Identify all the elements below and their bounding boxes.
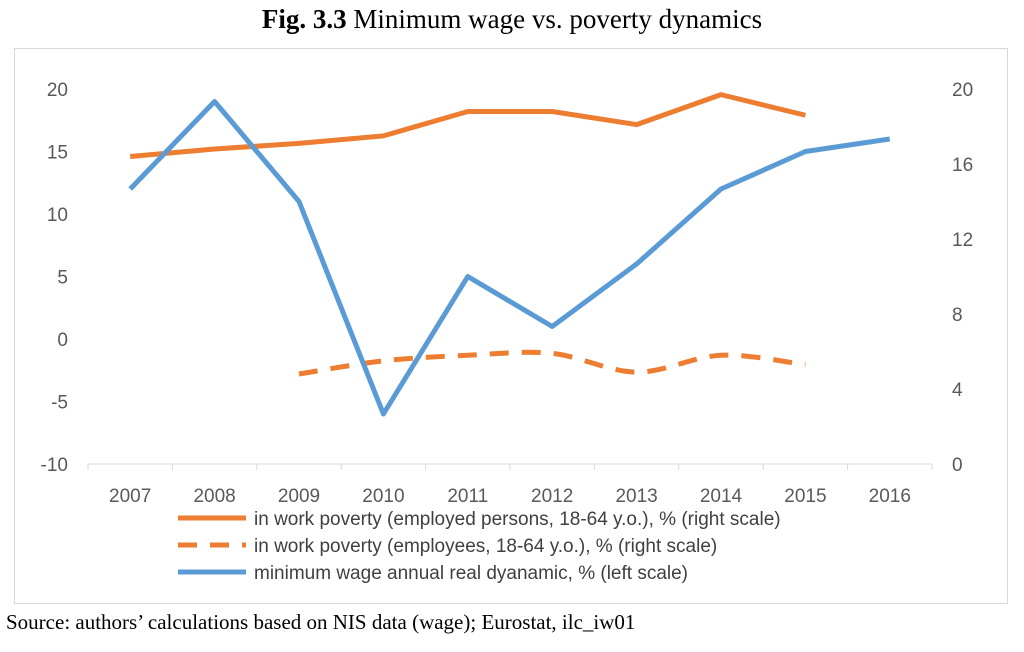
- left-tick-label: -10: [41, 455, 68, 476]
- left-tick-label: 10: [47, 205, 68, 226]
- x-tick-label-2012: 2012: [531, 486, 573, 507]
- x-tick-label-2011: 2011: [447, 486, 488, 507]
- right-tick-label: 12: [952, 230, 973, 251]
- series-line-3: [128, 99, 891, 417]
- x-tick-label-2014: 2014: [700, 486, 743, 507]
- x-tick-label-2015: 2015: [784, 486, 826, 507]
- x-tick-label-2007: 2007: [109, 486, 151, 507]
- right-tick-label: 8: [952, 305, 963, 326]
- left-tick-label: 15: [47, 143, 68, 164]
- figure-title: Fig. 3.3 Minimum wage vs. poverty dynami…: [0, 4, 1024, 35]
- line-chart: 2007 2008 2009 2010 2011 2012 2013 2014 2015 2016…: [41, 80, 974, 584]
- x-tick-label-2016: 2016: [869, 486, 911, 507]
- x-tick-label-2013: 2013: [615, 486, 657, 507]
- series-line-2: [298, 349, 806, 377]
- left-tick-label: 5: [57, 268, 68, 289]
- x-tick-label-2010: 2010: [362, 486, 404, 507]
- source-note: Source: authors’ calculations based on N…: [6, 610, 636, 634]
- series-line-1: [129, 92, 806, 159]
- left-tick-label: -5: [51, 393, 68, 414]
- figure-title-text: Minimum wage vs. poverty dynamics: [353, 4, 763, 34]
- figure-number: Fig. 3.3: [261, 4, 347, 34]
- legend-label-3: minimum wage annual real dyanamic, % (le…: [254, 563, 688, 584]
- right-tick-label: 16: [952, 155, 973, 176]
- x-tick-label-2008: 2008: [193, 486, 235, 507]
- right-tick-label: 20: [952, 80, 973, 101]
- left-tick-label: 0: [57, 330, 68, 351]
- x-tick-label-2009: 2009: [278, 486, 320, 507]
- legend-label-2: in work poverty (employees, 18-64 y.o.),…: [254, 536, 717, 557]
- left-tick-label: 20: [47, 80, 68, 101]
- right-tick-label: 4: [952, 380, 963, 401]
- legend-label-1: in work poverty (employed persons, 18-64…: [254, 509, 781, 530]
- right-tick-label: 0: [952, 455, 963, 476]
